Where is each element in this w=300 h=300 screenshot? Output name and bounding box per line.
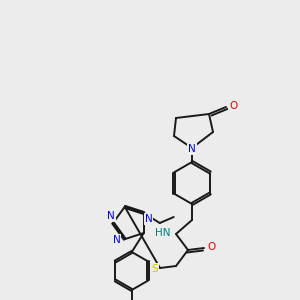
Text: N: N — [107, 211, 115, 221]
Text: O: O — [229, 101, 237, 111]
Text: N: N — [188, 144, 196, 154]
Text: S: S — [152, 264, 158, 274]
Text: O: O — [207, 242, 215, 252]
Text: N: N — [113, 235, 121, 245]
Text: N: N — [145, 214, 153, 224]
Text: HN: HN — [155, 228, 171, 238]
